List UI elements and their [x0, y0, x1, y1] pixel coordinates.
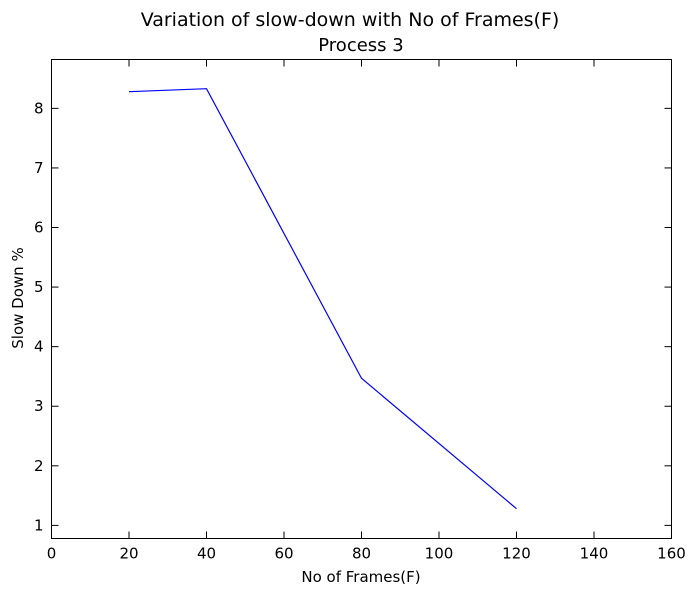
ticks-layer: 0 20 40 60 80 100 120 140 160 1 2 3 4 5 6 7 8	[34, 59, 686, 563]
x-tick-label: 120	[502, 545, 531, 563]
series-layer	[128, 88, 517, 510]
y-tick-label: 8	[34, 99, 44, 117]
x-axis-label: No of Frames(F)	[301, 568, 420, 586]
y-tick-label: 1	[34, 516, 44, 534]
x-tick-label: 160	[657, 545, 686, 563]
x-tick-label: 100	[425, 545, 454, 563]
x-tick-label: 20	[119, 545, 138, 563]
y-tick-label: 7	[34, 159, 44, 177]
x-tick-label: 140	[580, 545, 609, 563]
x-tick-label: 60	[274, 545, 293, 563]
chart-subtitle: Process 3	[318, 35, 403, 56]
x-tick-label: 80	[352, 545, 371, 563]
y-tick-label: 3	[34, 397, 44, 415]
x-tick-label: 40	[197, 545, 216, 563]
y-tick-label: 6	[34, 219, 44, 237]
y-tick-label: 4	[34, 338, 44, 356]
plot-frame	[51, 59, 672, 539]
y-tick-label: 5	[34, 278, 44, 296]
chart-title: Variation of slow-down with No of Frames…	[141, 9, 560, 31]
x-tick-label: 0	[47, 545, 57, 563]
y-tick-label: 2	[34, 457, 44, 475]
y-axis-label: Slow Down %	[9, 247, 27, 348]
series-line	[128, 88, 517, 510]
